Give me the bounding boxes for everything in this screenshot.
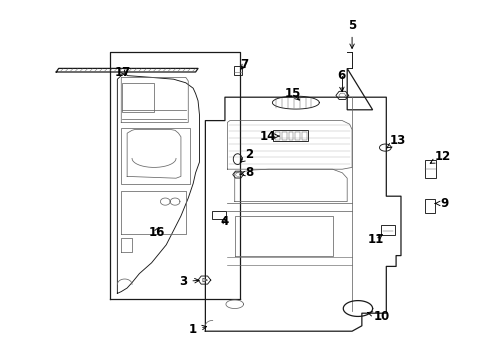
Bar xyxy=(122,83,154,112)
Bar xyxy=(211,211,226,219)
Bar xyxy=(288,132,293,140)
Text: 8: 8 xyxy=(239,166,253,179)
Text: 6: 6 xyxy=(337,69,345,91)
Bar xyxy=(233,66,241,75)
Text: 4: 4 xyxy=(221,215,228,228)
Bar xyxy=(302,132,306,140)
Text: 2: 2 xyxy=(240,148,253,162)
Bar xyxy=(425,199,434,213)
Text: 17: 17 xyxy=(115,66,131,78)
Bar xyxy=(281,132,286,140)
Bar xyxy=(381,225,394,235)
Bar xyxy=(121,128,189,184)
Text: 9: 9 xyxy=(434,197,448,210)
Text: 14: 14 xyxy=(259,130,279,143)
Text: 5: 5 xyxy=(347,19,355,48)
Bar xyxy=(274,132,279,140)
Text: 10: 10 xyxy=(367,310,389,323)
Bar xyxy=(295,132,300,140)
Text: 15: 15 xyxy=(284,87,300,100)
Text: 12: 12 xyxy=(429,150,450,163)
Text: 7: 7 xyxy=(240,58,248,71)
Text: 3: 3 xyxy=(179,275,199,288)
Text: 11: 11 xyxy=(366,233,383,246)
Text: 16: 16 xyxy=(148,226,164,239)
Text: 1: 1 xyxy=(189,323,206,336)
Bar xyxy=(272,130,307,141)
Text: 13: 13 xyxy=(386,134,405,148)
Bar xyxy=(425,160,435,178)
